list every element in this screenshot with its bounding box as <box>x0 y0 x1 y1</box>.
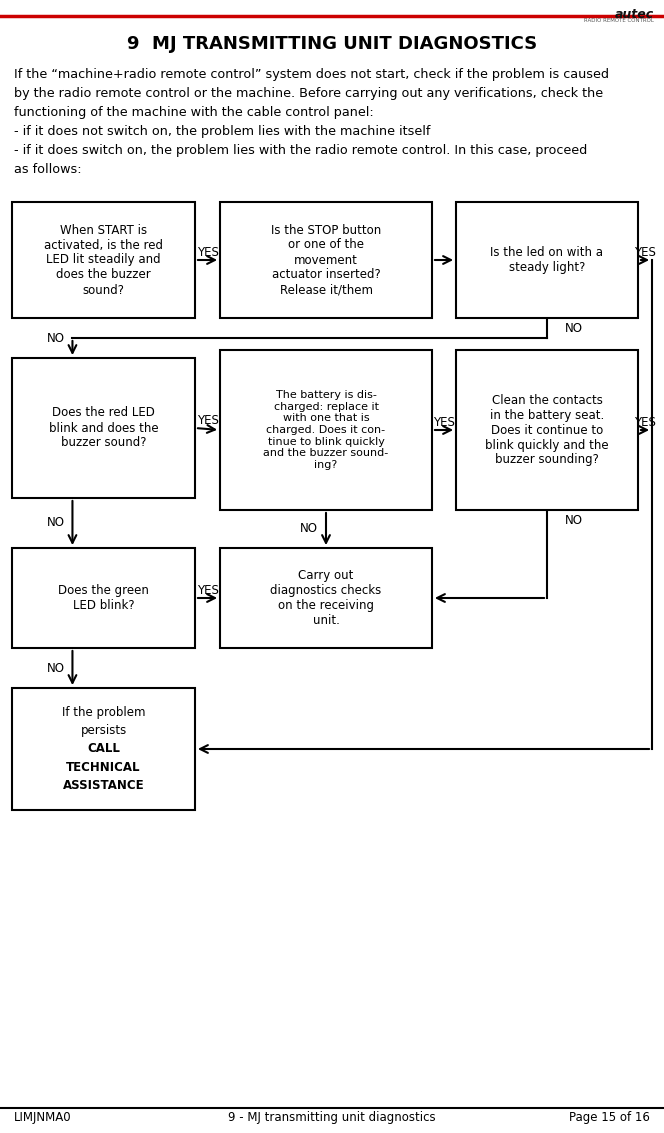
Bar <box>220 548 432 648</box>
Text: autec: autec <box>615 8 654 22</box>
Text: 9  MJ TRANSMITTING UNIT DIAGNOSTICS: 9 MJ TRANSMITTING UNIT DIAGNOSTICS <box>127 35 537 53</box>
Bar <box>12 358 195 499</box>
Text: as follows:: as follows: <box>14 163 82 176</box>
Text: - if it does switch on, the problem lies with the radio remote control. In this : - if it does switch on, the problem lies… <box>14 144 587 157</box>
Text: Page 15 of 16: Page 15 of 16 <box>569 1111 650 1124</box>
Text: NO: NO <box>565 322 583 334</box>
Text: - if it does not switch on, the problem lies with the machine itself: - if it does not switch on, the problem … <box>14 125 430 138</box>
Text: Does the red LED
blink and does the
buzzer sound?: Does the red LED blink and does the buzz… <box>48 407 158 450</box>
Text: by the radio remote control or the machine. Before carrying out any verification: by the radio remote control or the machi… <box>14 87 603 100</box>
Bar <box>12 548 195 648</box>
Text: YES: YES <box>433 416 455 428</box>
Text: Is the led on with a
steady light?: Is the led on with a steady light? <box>491 246 604 274</box>
Text: ASSISTANCE: ASSISTANCE <box>62 780 144 792</box>
Text: LIMJNMA0: LIMJNMA0 <box>14 1111 72 1124</box>
Text: The battery is dis-
charged: replace it
with one that is
charged. Does it con-
t: The battery is dis- charged: replace it … <box>264 390 388 470</box>
Text: YES: YES <box>634 416 656 428</box>
Text: CALL: CALL <box>87 742 120 756</box>
Text: When START is
activated, is the red
LED lit steadily and
does the buzzer
sound?: When START is activated, is the red LED … <box>44 223 163 297</box>
Text: NO: NO <box>565 513 583 527</box>
Text: If the problem: If the problem <box>62 706 145 719</box>
Text: If the “machine+radio remote control” system does not start, check if the proble: If the “machine+radio remote control” sy… <box>14 68 609 80</box>
Text: YES: YES <box>634 246 656 258</box>
Text: NO: NO <box>300 522 318 536</box>
Bar <box>220 202 432 318</box>
Text: Carry out
diagnostics checks
on the receiving
unit.: Carry out diagnostics checks on the rece… <box>270 569 382 627</box>
Text: functioning of the machine with the cable control panel:: functioning of the machine with the cabl… <box>14 107 374 119</box>
Bar <box>456 350 638 510</box>
Text: persists: persists <box>80 724 127 738</box>
Text: Is the STOP button
or one of the
movement
actuator inserted?
Release it/them: Is the STOP button or one of the movemen… <box>271 223 381 297</box>
Bar <box>456 202 638 318</box>
Text: TECHNICAL: TECHNICAL <box>66 760 141 774</box>
Bar <box>12 688 195 810</box>
Text: YES: YES <box>197 246 218 258</box>
Text: RADIO REMOTE CONTROL: RADIO REMOTE CONTROL <box>584 18 654 23</box>
Text: Does the green
LED blink?: Does the green LED blink? <box>58 583 149 612</box>
Text: YES: YES <box>197 414 218 426</box>
Bar <box>220 350 432 510</box>
Text: YES: YES <box>197 583 218 596</box>
Text: NO: NO <box>46 517 64 529</box>
Text: 9 - MJ transmitting unit diagnostics: 9 - MJ transmitting unit diagnostics <box>228 1111 436 1124</box>
Text: NO: NO <box>46 662 64 674</box>
Text: Clean the contacts
in the battery seat.
Does it continue to
blink quickly and th: Clean the contacts in the battery seat. … <box>485 393 609 467</box>
Bar <box>12 202 195 318</box>
Text: NO: NO <box>46 332 64 344</box>
